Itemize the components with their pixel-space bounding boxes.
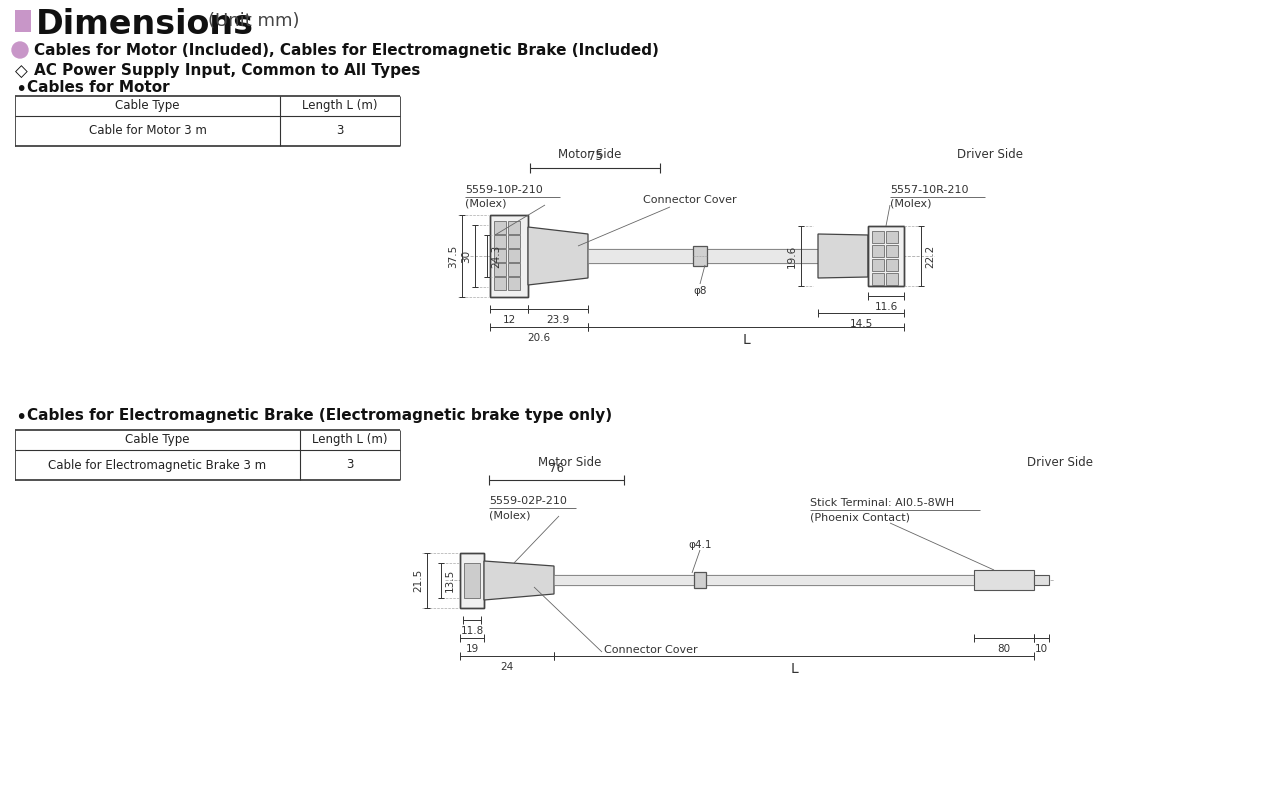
Text: 20.6: 20.6	[527, 333, 550, 343]
Text: •: •	[15, 408, 27, 427]
Text: Driver Side: Driver Side	[957, 148, 1023, 161]
Text: 5557-10R-210: 5557-10R-210	[890, 185, 969, 195]
Bar	[494, 235, 506, 248]
Text: Connector Cover: Connector Cover	[604, 645, 698, 655]
Text: 23.9: 23.9	[547, 315, 570, 325]
Text: 5559-10P-210: 5559-10P-210	[465, 185, 543, 195]
Text: Driver Side: Driver Side	[1027, 456, 1093, 469]
Text: 30: 30	[461, 250, 471, 262]
Bar	[974, 570, 1034, 590]
Text: Cable for Electromagnetic Brake 3 m: Cable for Electromagnetic Brake 3 m	[49, 459, 266, 471]
Bar	[465, 563, 480, 598]
Text: 5559-02P-210: 5559-02P-210	[489, 496, 567, 506]
Bar	[872, 245, 884, 257]
Bar	[460, 553, 484, 608]
Bar	[692, 246, 707, 266]
Text: 24: 24	[500, 662, 513, 672]
Text: 21.5: 21.5	[413, 569, 422, 592]
Text: (Molex): (Molex)	[465, 199, 507, 209]
Text: (Unit mm): (Unit mm)	[207, 12, 300, 30]
Text: 13.5: 13.5	[445, 569, 454, 592]
Bar	[494, 249, 506, 262]
Text: 80: 80	[997, 644, 1011, 654]
Text: 11.8: 11.8	[461, 626, 484, 636]
Bar	[490, 215, 529, 297]
Text: φ4.1: φ4.1	[689, 540, 712, 550]
Circle shape	[12, 42, 28, 58]
Text: (Phoenix Contact): (Phoenix Contact)	[810, 512, 910, 522]
Bar	[494, 221, 506, 234]
Text: Motor Side: Motor Side	[558, 148, 622, 161]
Text: Dimensions: Dimensions	[36, 8, 253, 41]
Text: 22.2: 22.2	[925, 244, 934, 268]
Bar	[868, 226, 904, 286]
Text: 3: 3	[347, 459, 353, 471]
Text: φ8: φ8	[694, 286, 707, 296]
Text: 12: 12	[502, 315, 516, 325]
Bar	[872, 231, 884, 243]
Bar	[508, 249, 520, 262]
Text: Connector Cover: Connector Cover	[643, 195, 737, 205]
Text: Cables for Electromagnetic Brake (Electromagnetic brake type only): Cables for Electromagnetic Brake (Electr…	[27, 408, 612, 423]
Bar	[886, 231, 899, 243]
Text: AC Power Supply Input, Common to All Types: AC Power Supply Input, Common to All Typ…	[35, 63, 420, 78]
Text: 19.6: 19.6	[787, 244, 797, 268]
Text: 37.5: 37.5	[448, 244, 458, 268]
Text: 14.5: 14.5	[850, 319, 873, 329]
Bar	[872, 273, 884, 285]
Text: L: L	[742, 333, 750, 347]
Bar	[15, 10, 31, 32]
Text: Motor Side: Motor Side	[539, 456, 602, 469]
Text: (Molex): (Molex)	[489, 510, 530, 520]
Text: 76: 76	[549, 462, 564, 475]
Bar	[554, 575, 974, 585]
Bar	[490, 215, 529, 297]
Text: 3: 3	[337, 125, 344, 138]
Text: Cables for Motor: Cables for Motor	[27, 80, 170, 95]
Text: Length L (m): Length L (m)	[312, 433, 388, 447]
Bar	[1034, 575, 1050, 585]
Bar	[886, 245, 899, 257]
Bar	[508, 263, 520, 276]
Bar	[494, 263, 506, 276]
Bar	[872, 259, 884, 271]
Text: (Molex): (Molex)	[890, 199, 932, 209]
Text: Stick Terminal: AI0.5-8WH: Stick Terminal: AI0.5-8WH	[810, 498, 954, 508]
Bar	[494, 277, 506, 290]
Polygon shape	[529, 227, 588, 285]
Text: ◇: ◇	[15, 63, 28, 81]
Text: Cable for Motor 3 m: Cable for Motor 3 m	[88, 125, 206, 138]
Bar	[508, 221, 520, 234]
Text: 24.3: 24.3	[492, 244, 500, 268]
Polygon shape	[818, 234, 868, 278]
Polygon shape	[484, 561, 554, 600]
Text: 11.6: 11.6	[874, 302, 897, 312]
Text: 10: 10	[1036, 644, 1048, 654]
Text: •: •	[15, 80, 27, 99]
Text: L: L	[790, 662, 797, 676]
Text: 75: 75	[588, 150, 603, 163]
Text: Length L (m): Length L (m)	[302, 99, 378, 113]
Bar	[460, 553, 484, 608]
Bar	[886, 259, 899, 271]
Bar	[588, 249, 818, 263]
Bar	[886, 273, 899, 285]
Bar	[694, 572, 707, 588]
Text: Cable Type: Cable Type	[125, 433, 189, 447]
Bar	[868, 226, 904, 286]
Text: Cable Type: Cable Type	[115, 99, 179, 113]
Text: 19: 19	[466, 644, 479, 654]
Text: Cables for Motor (Included), Cables for Electromagnetic Brake (Included): Cables for Motor (Included), Cables for …	[35, 43, 659, 58]
Bar	[508, 277, 520, 290]
Bar	[508, 235, 520, 248]
